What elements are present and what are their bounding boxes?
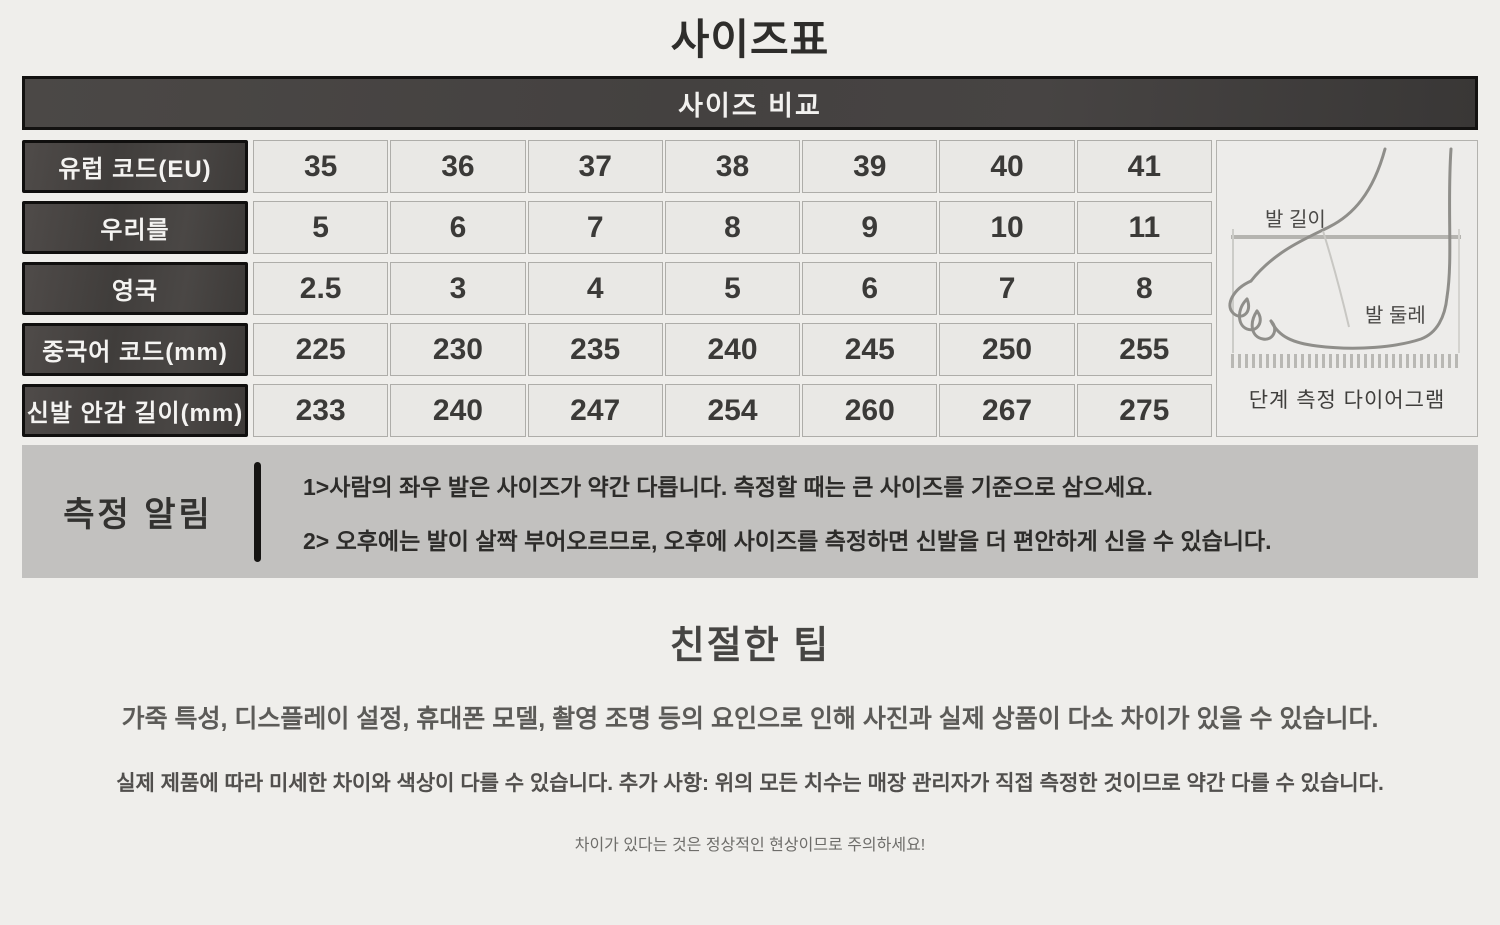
measurement-notice: 측정 알림 1>사람의 좌우 발은 사이즈가 약간 다릅니다. 측정할 때는 큰… — [22, 445, 1478, 578]
table-cell: 247 — [527, 384, 663, 437]
table-row-cn-mm: 중국어 코드(mm) 225 230 235 240 245 250 255 — [22, 323, 1212, 376]
notice-line-2: 2> 오후에는 발이 살짝 부어오르므로, 오후에 사이즈를 측정하면 신발을 … — [303, 527, 1272, 554]
table-cell: 240 — [390, 384, 526, 437]
tip-line-3: 차이가 있다는 것은 정상적인 현상이므로 주의하세요! — [574, 837, 926, 854]
table-cell: 230 — [390, 323, 526, 376]
table-row-eu: 유럽 코드(EU) 35 36 37 38 39 40 41 — [22, 140, 1212, 193]
diagram-caption: 단계 측정 다이어그램 — [1248, 389, 1446, 412]
notice-lines: 1>사람의 좌우 발은 사이즈가 약간 다릅니다. 측정할 때는 큰 사이즈를 … — [303, 468, 1271, 556]
table-cell: 6 — [802, 262, 938, 315]
table-cell: 6 — [390, 201, 526, 254]
tip-line-2: 실제 제품에 따라 미세한 차이와 색상이 다를 수 있습니다. 추가 사항: … — [116, 772, 1384, 795]
size-table-rows: 유럽 코드(EU) 35 36 37 38 39 40 41 우리를 5 6 7… — [22, 140, 1212, 437]
table-row-uk: 영국 2.5 3 4 5 6 7 8 — [22, 262, 1212, 315]
table-cell: 260 — [802, 384, 938, 437]
table-cell: 9 — [802, 201, 938, 254]
table-cell: 5 — [664, 262, 801, 315]
table-cell: 254 — [664, 384, 801, 437]
row-label-lining-length: 신발 안감 길이(mm) — [22, 384, 248, 437]
notice-line-1: 1>사람의 좌우 발은 사이즈가 약간 다릅니다. 측정할 때는 큰 사이즈를 … — [303, 473, 1153, 500]
page-title: 사이즈표 — [670, 16, 830, 63]
table-cell: 240 — [664, 323, 801, 376]
table-cell: 7 — [527, 201, 663, 254]
foot-measurement-diagram: 발 길이 발 둘레 단계 측정 다이어그램 — [1216, 140, 1478, 437]
table-cell: 2.5 — [253, 262, 389, 315]
table-cell: 275 — [1076, 384, 1212, 437]
table-cell: 39 — [802, 140, 938, 193]
table-cell: 11 — [1076, 201, 1212, 254]
tips-title: 친절한 팁 — [669, 625, 831, 667]
table-cell: 267 — [939, 384, 1075, 437]
table-cell: 8 — [664, 201, 801, 254]
row-label-us: 우리를 — [22, 201, 248, 254]
table-cell: 37 — [527, 140, 663, 193]
size-comparison-header: 사이즈 비교 — [22, 76, 1478, 130]
row-label-uk: 영국 — [22, 262, 248, 315]
table-cell: 36 — [390, 140, 526, 193]
table-cell: 235 — [527, 323, 663, 376]
table-cell: 4 — [527, 262, 663, 315]
size-table: 유럽 코드(EU) 35 36 37 38 39 40 41 우리를 5 6 7… — [22, 140, 1478, 437]
table-cell: 5 — [253, 201, 389, 254]
foot-length-label: 발 길이 — [1265, 209, 1326, 231]
row-label-eu: 유럽 코드(EU) — [22, 140, 248, 193]
table-cell: 245 — [802, 323, 938, 376]
table-cell: 8 — [1076, 262, 1212, 315]
table-cell: 38 — [664, 140, 801, 193]
foot-girth-label: 발 둘레 — [1365, 305, 1426, 327]
table-row-us: 우리를 5 6 7 8 9 10 11 — [22, 201, 1212, 254]
tip-line-1: 가죽 특성, 디스플레이 설정, 휴대폰 모델, 촬영 조명 등의 요인으로 인… — [121, 705, 1379, 733]
table-cell: 233 — [253, 384, 389, 437]
table-cell: 10 — [939, 201, 1075, 254]
table-cell: 35 — [253, 140, 389, 193]
table-cell: 225 — [253, 323, 389, 376]
table-cell: 3 — [390, 262, 526, 315]
notice-divider — [254, 461, 261, 562]
table-row-lining-length: 신발 안감 길이(mm) 233 240 247 254 260 267 275 — [22, 384, 1212, 437]
table-cell: 255 — [1076, 323, 1212, 376]
table-cell: 250 — [939, 323, 1075, 376]
foot-outline-icon — [1228, 147, 1461, 368]
notice-title: 측정 알림 — [63, 496, 213, 534]
table-cell: 40 — [939, 140, 1075, 193]
table-cell: 41 — [1076, 140, 1212, 193]
row-label-cn-mm: 중국어 코드(mm) — [22, 323, 248, 376]
table-cell: 7 — [939, 262, 1075, 315]
